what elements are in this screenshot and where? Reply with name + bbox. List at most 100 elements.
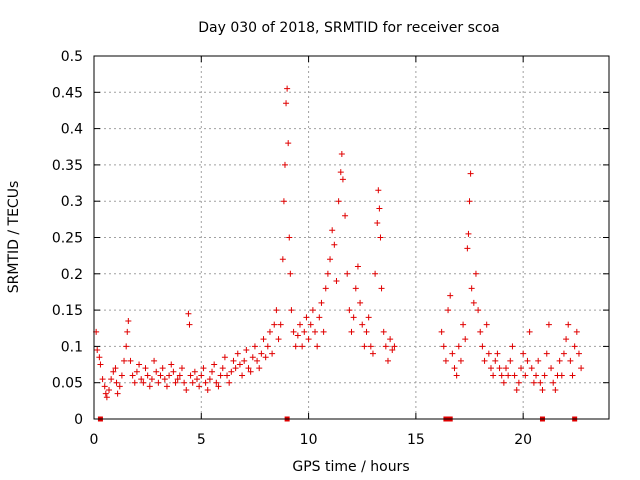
data-point: [477, 328, 484, 335]
data-point: [186, 321, 193, 328]
data-point: [299, 343, 306, 350]
data-point: [292, 343, 299, 350]
data-point: [106, 386, 113, 393]
data-point: [466, 198, 473, 205]
data-point: [496, 365, 503, 372]
data-point: [500, 379, 507, 386]
data-point: [312, 328, 319, 335]
data-point: [258, 350, 265, 357]
data-point: [245, 365, 252, 372]
data-point: [249, 354, 256, 361]
data-point: [219, 365, 226, 372]
data-point: [281, 161, 288, 168]
data-point: [314, 343, 321, 350]
data-point: [563, 336, 570, 343]
data-point: [234, 350, 241, 357]
data-point: [260, 336, 267, 343]
data-point: [526, 328, 533, 335]
data-point: [329, 227, 336, 234]
data-point: [520, 350, 527, 357]
data-point: [455, 343, 462, 350]
data-point: [513, 386, 520, 393]
data-point: [116, 383, 123, 390]
data-point: [552, 386, 559, 393]
data-point: [284, 85, 291, 92]
data-point: [294, 332, 301, 339]
data-point: [357, 299, 364, 306]
data-point: [307, 321, 314, 328]
data-point: [378, 285, 385, 292]
data-point: [457, 357, 464, 364]
data-point: [191, 368, 198, 375]
data-point: [346, 307, 353, 314]
data-point: [224, 372, 231, 379]
data-point: [198, 372, 205, 379]
data-point: [322, 285, 329, 292]
data-point: [530, 379, 537, 386]
data-point: [465, 230, 472, 237]
data-point: [262, 354, 269, 361]
x-tick-label: 10: [300, 432, 318, 448]
data-point: [287, 270, 294, 277]
data-point: [361, 343, 368, 350]
data-point: [342, 212, 349, 219]
data-point: [324, 270, 331, 277]
data-point: [558, 372, 565, 379]
data-point: [275, 336, 282, 343]
data-point: [97, 361, 104, 368]
data-point: [377, 234, 384, 241]
data-point: [118, 372, 125, 379]
data-point: [209, 368, 216, 375]
data-point: [157, 372, 164, 379]
data-point: [285, 140, 292, 147]
y-tick-label: 0.05: [52, 376, 83, 392]
data-point: [96, 354, 103, 361]
data-point: [468, 285, 475, 292]
data-point: [571, 343, 578, 350]
data-point: [524, 357, 531, 364]
data-point: [103, 394, 110, 401]
data-point: [174, 376, 181, 383]
y-tick-label: 0.1: [61, 339, 83, 355]
data-point: [125, 317, 132, 324]
data-point: [108, 376, 115, 383]
data-point: [376, 205, 383, 212]
data-point: [445, 307, 452, 314]
data-point: [232, 365, 239, 372]
data-point: [196, 383, 203, 390]
data-point: [389, 347, 396, 354]
data-point: [303, 314, 310, 321]
data-point: [560, 350, 567, 357]
data-point: [460, 321, 467, 328]
data-point: [110, 368, 117, 375]
data-point: [305, 336, 312, 343]
data-point: [170, 368, 177, 375]
data-point: [442, 357, 449, 364]
data-point: [151, 357, 158, 364]
data-point: [449, 350, 456, 357]
data-point: [172, 379, 179, 386]
data-point: [301, 328, 308, 335]
data-point: [194, 376, 200, 383]
data-point: [181, 379, 188, 386]
data-point: [187, 372, 194, 379]
data-point: [221, 354, 228, 361]
data-point: [99, 376, 106, 383]
data-point: [515, 379, 522, 386]
data-point: [440, 343, 447, 350]
data-point: [382, 343, 389, 350]
data-point: [309, 307, 316, 314]
data-point: [505, 372, 512, 379]
data-point: [241, 357, 248, 364]
y-tick-label: 0.4: [61, 122, 83, 138]
data-point: [467, 170, 474, 177]
data-point: [114, 390, 121, 397]
data-point: [548, 365, 555, 372]
data-point: [153, 368, 160, 375]
data-point: [494, 350, 501, 357]
data-point: [286, 234, 293, 241]
data-point: [217, 372, 224, 379]
data-point: [161, 376, 168, 383]
y-tick-label: 0.15: [52, 303, 83, 319]
